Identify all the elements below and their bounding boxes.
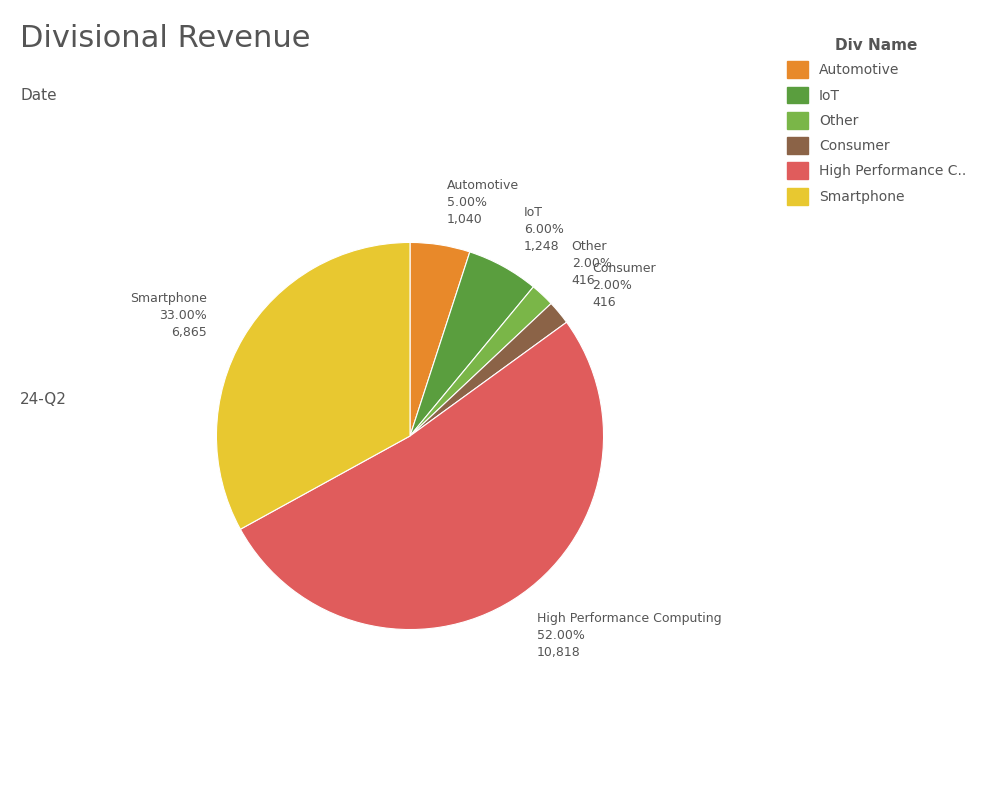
Text: High Performance Computing
52.00%
10,818: High Performance Computing 52.00% 10,818 <box>537 612 721 659</box>
Wedge shape <box>216 242 410 530</box>
Wedge shape <box>410 287 551 436</box>
Text: Smartphone
33.00%
6,865: Smartphone 33.00% 6,865 <box>130 292 207 339</box>
Wedge shape <box>410 242 470 436</box>
Text: Consumer
2.00%
416: Consumer 2.00% 416 <box>592 262 656 309</box>
Text: Automotive
5.00%
1,040: Automotive 5.00% 1,040 <box>447 179 519 226</box>
Text: Other
2.00%
416: Other 2.00% 416 <box>572 240 612 287</box>
Wedge shape <box>240 322 604 630</box>
Text: Divisional Revenue: Divisional Revenue <box>20 24 310 53</box>
Wedge shape <box>410 252 533 436</box>
Text: IoT
6.00%
1,248: IoT 6.00% 1,248 <box>524 206 564 253</box>
Wedge shape <box>410 303 567 436</box>
Text: Date: Date <box>20 88 57 103</box>
Text: 24-Q2: 24-Q2 <box>20 393 67 407</box>
Legend: Automotive, IoT, Other, Consumer, High Performance C.., Smartphone: Automotive, IoT, Other, Consumer, High P… <box>780 31 973 211</box>
